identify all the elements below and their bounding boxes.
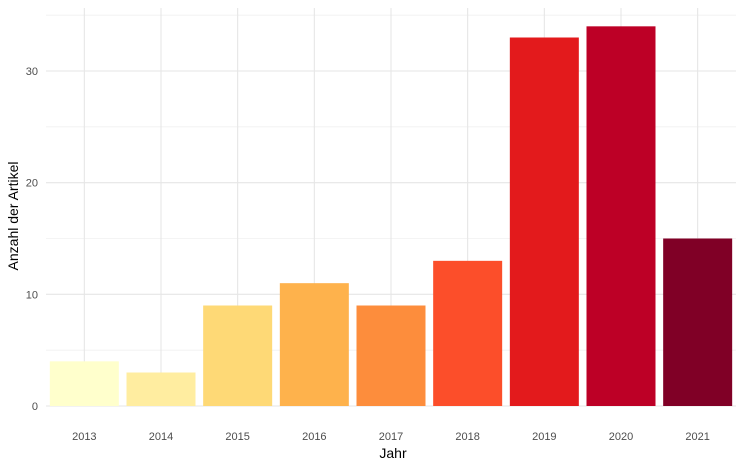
x-tick-label: 2017 bbox=[379, 431, 403, 443]
y-tick-label: 30 bbox=[26, 66, 38, 78]
bar-2014 bbox=[126, 372, 196, 406]
bar-2015 bbox=[203, 305, 273, 406]
x-tick-label: 2013 bbox=[72, 431, 96, 443]
x-tick-label: 2018 bbox=[455, 431, 479, 443]
x-tick-label: 2015 bbox=[225, 431, 249, 443]
bar-2021 bbox=[663, 238, 733, 406]
bar-2016 bbox=[279, 283, 349, 406]
x-tick-label: 2019 bbox=[532, 431, 556, 443]
y-axis-title: Anzahl der Artikel bbox=[5, 162, 21, 271]
bar-2017 bbox=[356, 305, 426, 406]
y-tick-label: 20 bbox=[26, 178, 38, 190]
x-axis-ticks: 2013 2014 2015 2016 2017 2018 2019 2020 2021 bbox=[72, 431, 710, 443]
y-axis-ticks: 0 10 20 30 bbox=[26, 66, 38, 413]
bar-2020 bbox=[586, 26, 656, 406]
bar-2019 bbox=[509, 37, 579, 406]
x-tick-label: 2020 bbox=[609, 431, 633, 443]
bar-2018 bbox=[433, 260, 503, 406]
bar-2013 bbox=[49, 361, 119, 406]
x-tick-label: 2014 bbox=[149, 431, 173, 443]
bars bbox=[49, 26, 733, 406]
x-tick-label: 2021 bbox=[685, 431, 709, 443]
y-tick-label: 10 bbox=[26, 289, 38, 301]
y-tick-label: 0 bbox=[32, 401, 38, 413]
x-tick-label: 2016 bbox=[302, 431, 326, 443]
x-axis-title: Jahr bbox=[379, 445, 407, 461]
